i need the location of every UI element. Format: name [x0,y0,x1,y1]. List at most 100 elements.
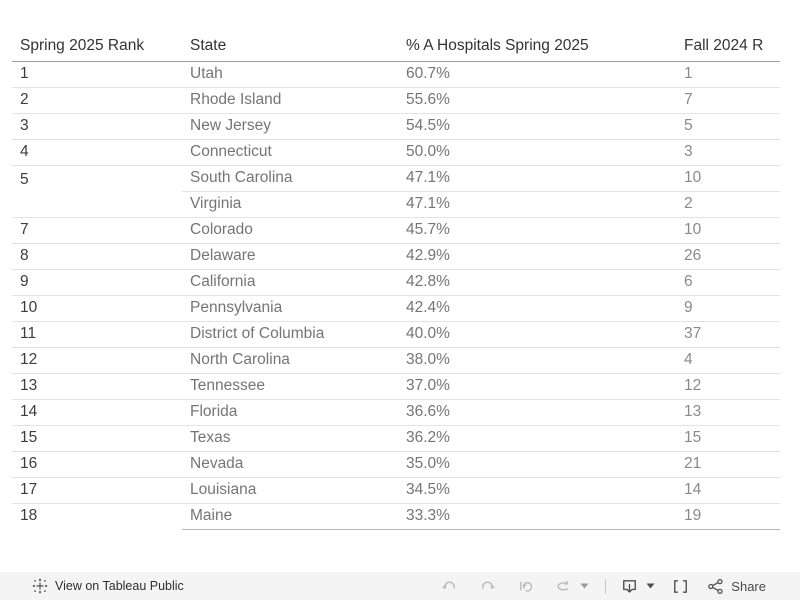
cell-pct-a-hospitals[interactable]: 37.0% [398,373,676,400]
cell-spring-rank[interactable]: 2 [12,87,182,114]
rank-table: Spring 2025 Rank State % A Hospitals Spr… [12,30,780,530]
cell-state[interactable]: South Carolina [182,165,398,192]
table-row: 10 Pennsylvania 42.4% 9 [12,295,780,322]
view-on-tableau-public-link[interactable]: View on Tableau Public [32,578,184,594]
cell-pct-a-hospitals[interactable]: 40.0% [398,321,676,348]
table-row: 8 Delaware 42.9% 26 [12,243,780,270]
cell-fall-rank[interactable]: 10 [676,217,780,244]
cell-pct-a-hospitals[interactable]: 42.9% [398,243,676,270]
undo-button[interactable] [440,577,458,595]
table-row: 7 Colorado 45.7% 10 [12,217,780,244]
table-row: 2 Rhode Island 55.6% 7 [12,87,780,114]
cell-spring-rank[interactable]: 9 [12,269,182,296]
cell-state[interactable]: California [182,269,398,296]
cell-fall-rank[interactable]: 37 [676,321,780,348]
table-row: 3 New Jersey 54.5% 5 [12,113,780,140]
cell-state[interactable]: Texas [182,425,398,452]
cell-state[interactable]: New Jersey [182,113,398,140]
column-header-spring-rank[interactable]: Spring 2025 Rank [12,30,182,62]
cell-fall-rank[interactable]: 9 [676,295,780,322]
cell-pct-a-hospitals[interactable]: 42.8% [398,269,676,296]
cell-pct-a-hospitals[interactable]: 38.0% [398,347,676,374]
cell-state[interactable]: Colorado [182,217,398,244]
table-row: 12 North Carolina 38.0% 4 [12,347,780,374]
table-row: 11 District of Columbia 40.0% 37 [12,321,780,348]
cell-state[interactable]: Connecticut [182,139,398,166]
cell-fall-rank[interactable]: 13 [676,399,780,426]
replay-button[interactable] [516,577,534,595]
cell-spring-rank[interactable]: 15 [12,425,182,452]
table-row: 13 Tennessee 37.0% 12 [12,373,780,400]
cell-state[interactable]: Rhode Island [182,87,398,114]
cell-pct-a-hospitals[interactable]: 54.5% [398,113,676,140]
fullscreen-button[interactable] [671,577,689,595]
redo-button[interactable] [478,577,496,595]
cell-fall-rank[interactable]: 14 [676,477,780,504]
table-row: 5 South Carolina 47.1% 10 [12,165,780,218]
tableau-logo-icon [32,578,48,594]
cell-fall-rank[interactable]: 4 [676,347,780,374]
cell-fall-rank[interactable]: 2 [676,191,780,218]
download-dropdown-caret-icon[interactable] [645,577,655,595]
cell-state[interactable]: Louisiana [182,477,398,504]
column-header-fall-rank[interactable]: Fall 2024 R [676,30,780,62]
download-button[interactable] [620,577,638,595]
cell-pct-a-hospitals[interactable]: 42.4% [398,295,676,322]
cell-pct-a-hospitals[interactable]: 47.1% [398,191,676,218]
table-row: Virginia 47.1% 2 [12,191,780,218]
cell-state[interactable]: Pennsylvania [182,295,398,322]
cell-state[interactable]: Maine [182,503,398,530]
cell-spring-rank[interactable]: 18 [20,507,38,524]
cell-pct-a-hospitals[interactable]: 55.6% [398,87,676,114]
cell-fall-rank[interactable]: 12 [676,373,780,400]
cell-pct-a-hospitals[interactable]: 50.0% [398,139,676,166]
cell-spring-rank[interactable]: 7 [12,217,182,244]
cell-spring-rank[interactable]: 5 [12,165,182,218]
cell-state[interactable]: Tennessee [182,373,398,400]
table-row: 16 Nevada 35.0% 21 [12,451,780,478]
cell-fall-rank[interactable]: 19 [676,503,780,530]
cell-fall-rank[interactable]: 6 [676,269,780,296]
refresh-dropdown-caret-icon[interactable] [579,577,589,595]
cell-pct-a-hospitals[interactable]: 47.1% [398,165,676,192]
cell-fall-rank[interactable]: 15 [676,425,780,452]
cell-spring-rank[interactable]: 11 [12,321,182,348]
cell-pct-a-hospitals[interactable]: 45.7% [398,217,676,244]
cell-fall-rank[interactable]: 21 [676,451,780,478]
cell-state[interactable]: North Carolina [182,347,398,374]
cell-spring-rank[interactable]: 13 [12,373,182,400]
column-header-pct-a-hospitals[interactable]: % A Hospitals Spring 2025 [398,30,676,62]
cell-spring-rank[interactable]: 4 [12,139,182,166]
cell-spring-rank[interactable]: 8 [12,243,182,270]
cell-fall-rank[interactable]: 10 [676,165,780,192]
cell-fall-rank[interactable]: 7 [676,87,780,114]
cell-spring-rank[interactable]: 1 [12,61,182,88]
cell-spring-rank[interactable]: 10 [12,295,182,322]
cell-spring-rank[interactable]: 12 [12,347,182,374]
cell-fall-rank[interactable]: 5 [676,113,780,140]
cell-spring-rank[interactable]: 17 [12,477,182,504]
cell-pct-a-hospitals[interactable]: 36.6% [398,399,676,426]
cell-pct-a-hospitals[interactable]: 36.2% [398,425,676,452]
table-body: 1 Utah 60.7% 1 2 Rhode Island 55.6% 7 3 New Jerse… [12,61,780,530]
cell-state[interactable]: Delaware [182,243,398,270]
cell-pct-a-hospitals[interactable]: 60.7% [398,61,676,88]
share-button[interactable]: Share [707,578,766,595]
cell-state[interactable]: Virginia [182,191,398,218]
refresh-button[interactable] [554,577,572,595]
column-header-state[interactable]: State [182,30,398,62]
share-icon [707,578,724,595]
cell-fall-rank[interactable]: 1 [676,61,780,88]
cell-pct-a-hospitals[interactable]: 33.3% [398,503,676,530]
cell-spring-rank[interactable]: 16 [12,451,182,478]
cell-fall-rank[interactable]: 26 [676,243,780,270]
cell-pct-a-hospitals[interactable]: 34.5% [398,477,676,504]
cell-state[interactable]: Nevada [182,451,398,478]
cell-spring-rank[interactable]: 3 [12,113,182,140]
cell-spring-rank[interactable]: 14 [12,399,182,426]
cell-state[interactable]: Utah [182,61,398,88]
cell-state[interactable]: Florida [182,399,398,426]
cell-fall-rank[interactable]: 3 [676,139,780,166]
cell-state[interactable]: District of Columbia [182,321,398,348]
cell-pct-a-hospitals[interactable]: 35.0% [398,451,676,478]
